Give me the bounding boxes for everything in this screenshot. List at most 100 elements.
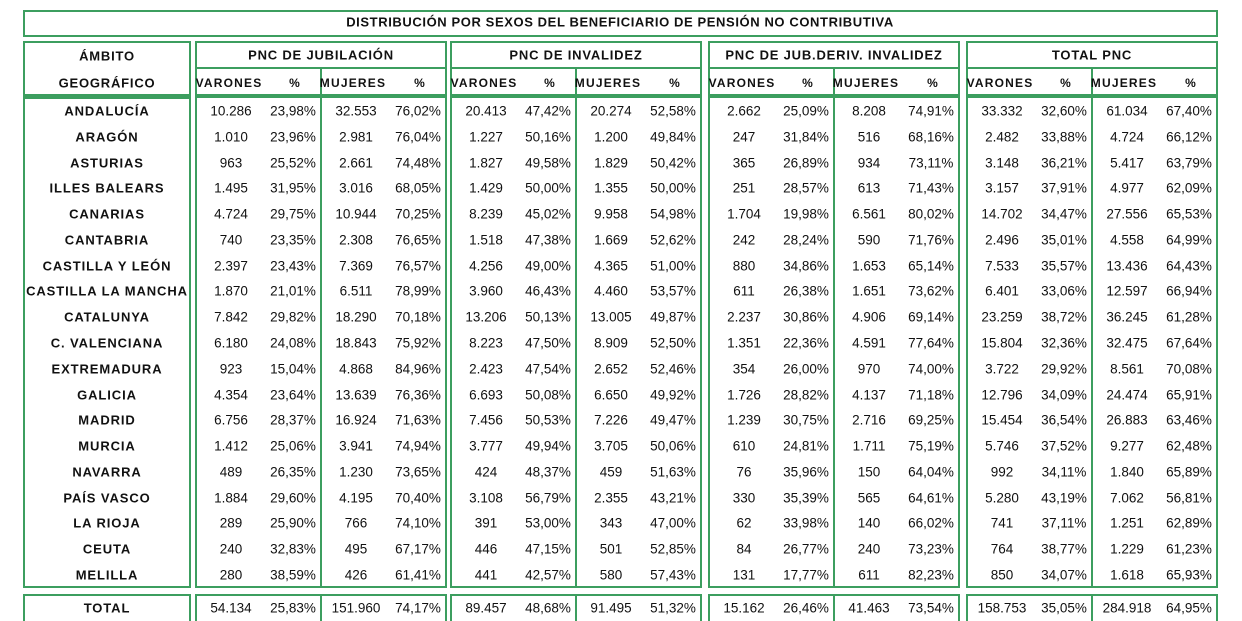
percent-cell: 74,17% [395, 600, 441, 616]
group-header-3: TOTAL PNC [1051, 47, 1133, 63]
percent-cell: 32,83% [270, 541, 316, 557]
count-cell: 13.206 [465, 309, 507, 325]
percent-cell: 65,53% [1166, 206, 1212, 222]
percent-cell: 34,11% [1041, 464, 1087, 480]
percent-cell: 65,89% [1166, 464, 1212, 480]
count-cell: 54.134 [210, 600, 252, 616]
count-cell: 2.652 [594, 361, 628, 377]
count-cell: 441 [474, 567, 498, 583]
count-cell: 365 [732, 155, 756, 171]
group-body-divider [320, 96, 322, 588]
percent-cell: 47,15% [525, 541, 571, 557]
count-cell: 140 [857, 515, 881, 531]
count-cell: 7.533 [985, 258, 1019, 274]
region-name: CANTABRIA [64, 232, 150, 248]
percent-cell: 26,46% [783, 600, 829, 616]
percent-cell: 62,89% [1166, 515, 1212, 531]
count-cell: 1.840 [1110, 464, 1144, 480]
percent-cell: 75,92% [395, 335, 441, 351]
region-name: ARAGÓN [75, 129, 139, 145]
count-cell: 1.711 [852, 438, 886, 454]
percent-cell: 22,36% [783, 335, 829, 351]
count-cell: 1.239 [727, 412, 761, 428]
count-cell: 1.229 [1110, 541, 1144, 557]
group-header-1: PNC DE INVALIDEZ [509, 47, 643, 63]
count-cell: 330 [732, 490, 756, 506]
percent-cell: 65,91% [1166, 387, 1212, 403]
count-cell: 1.618 [1110, 567, 1144, 583]
count-cell: 10.286 [210, 103, 252, 119]
percent-cell: 49,00% [525, 258, 571, 274]
count-cell: 4.977 [1110, 180, 1144, 196]
percent-cell: 63,46% [1166, 412, 1212, 428]
percent-cell: 43,21% [650, 490, 696, 506]
count-cell: 4.558 [1110, 232, 1144, 248]
percent-cell: 66,94% [1166, 283, 1212, 299]
percent-cell: 28,82% [783, 387, 829, 403]
region-name: GALICIA [77, 387, 137, 403]
percent-cell: 49,94% [525, 438, 571, 454]
count-cell: 3.148 [985, 155, 1019, 171]
percent-cell: 29,75% [270, 206, 316, 222]
count-cell: 611 [733, 283, 755, 299]
percent-cell: 73,62% [908, 283, 954, 299]
percent-cell: 29,92% [1041, 361, 1087, 377]
count-cell: 8.909 [594, 335, 628, 351]
count-cell: 7.456 [469, 412, 503, 428]
percent-cell: 32,60% [1041, 103, 1087, 119]
percent-cell: 68,16% [908, 129, 954, 145]
percent-cell: 65,93% [1166, 567, 1212, 583]
count-cell: 15.162 [723, 600, 765, 616]
percent-cell: 35,39% [783, 490, 829, 506]
region-name: NAVARRA [72, 464, 142, 480]
count-cell: 158.753 [977, 600, 1027, 616]
count-cell: 4.906 [852, 309, 886, 325]
group-total-divider [320, 594, 322, 621]
count-cell: 76 [736, 464, 752, 480]
count-cell: 3.157 [985, 180, 1019, 196]
percent-cell: 56,79% [525, 490, 571, 506]
region-name: CATALUNYA [64, 309, 150, 325]
count-cell: 1.704 [727, 206, 761, 222]
percent-cell: 25,83% [270, 600, 316, 616]
count-cell: 89.457 [465, 600, 507, 616]
percent-cell: 38,59% [270, 567, 316, 583]
count-cell: 2.308 [339, 232, 373, 248]
percent-cell: 64,61% [908, 490, 954, 506]
percent-cell: 57,43% [650, 567, 696, 583]
count-cell: 2.423 [469, 361, 503, 377]
table-title: DISTRIBUCIÓN POR SEXOS DEL BENEFICIARIO … [346, 14, 894, 30]
percent-cell: 50,00% [525, 180, 571, 196]
percent-cell: 49,47% [650, 412, 696, 428]
percent-cell: 48,68% [525, 600, 571, 616]
percent-cell: 49,58% [525, 155, 571, 171]
count-cell: 5.280 [985, 490, 1019, 506]
percent-cell: 80,02% [908, 206, 954, 222]
group-header-2: PNC DE JUB.DERIV. INVALIDEZ [725, 47, 943, 63]
percent-cell: 74,10% [395, 515, 441, 531]
percent-cell: 66,12% [1166, 129, 1212, 145]
percent-cell: 70,08% [1166, 361, 1212, 377]
percent-cell: 64,99% [1166, 232, 1212, 248]
count-cell: 62 [736, 515, 752, 531]
percent-cell: 26,77% [783, 541, 829, 557]
count-cell: 41.463 [848, 600, 890, 616]
count-cell: 13.436 [1106, 258, 1148, 274]
percent-cell: 50,06% [650, 438, 696, 454]
subcolumn-header: VARONES [195, 76, 263, 90]
percent-cell: 73,23% [908, 541, 954, 557]
percent-cell: 25,06% [270, 438, 316, 454]
percent-cell: 31,84% [783, 129, 829, 145]
percent-cell: 70,40% [395, 490, 441, 506]
subcolumn-header: MUJERES [1090, 76, 1158, 90]
count-cell: 12.597 [1106, 283, 1148, 299]
count-cell: 1.669 [594, 232, 628, 248]
count-cell: 1.884 [214, 490, 248, 506]
count-cell: 880 [732, 258, 756, 274]
percent-cell: 34,09% [1041, 387, 1087, 403]
count-cell: 131 [732, 567, 756, 583]
group-subheader-divider [320, 67, 322, 96]
count-cell: 5.417 [1110, 155, 1144, 171]
count-cell: 33.332 [981, 103, 1023, 119]
group-total-divider [833, 594, 835, 621]
